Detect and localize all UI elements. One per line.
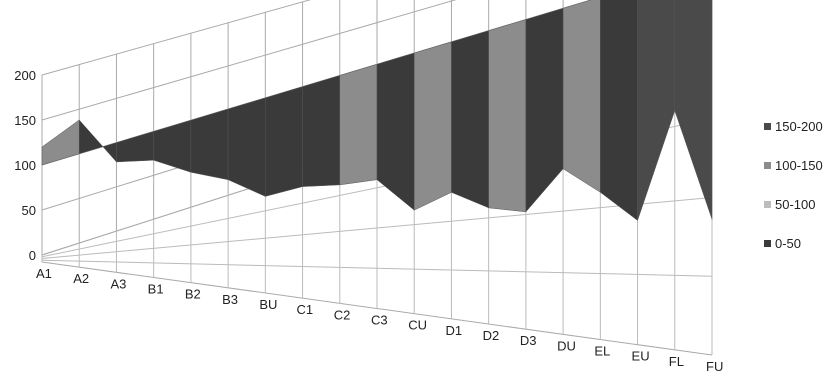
- surface-segment-FL: [674, 0, 713, 220]
- x-tick-label-D2: D2: [483, 328, 500, 343]
- surface-segment-DU: [562, 0, 601, 193]
- legend-label: 150-200: [775, 119, 823, 134]
- legend-label: 100-150: [775, 158, 823, 173]
- surface-segment-A1: [41, 119, 80, 166]
- legend-swatch: [764, 201, 771, 208]
- x-tick-label-C1: C1: [297, 302, 314, 317]
- surface-segment-EL: [600, 0, 638, 221]
- x-tick-label-D1: D1: [445, 323, 462, 338]
- y-tick-label: 150: [14, 113, 36, 128]
- x-tick-label-C2: C2: [334, 307, 351, 322]
- surface-segment-D2: [488, 19, 527, 213]
- surface-plot: [41, 0, 713, 221]
- x-tick-label-D3: D3: [520, 333, 537, 348]
- x-tick-label-CU: CU: [408, 318, 427, 333]
- surface-segment-A3: [116, 131, 154, 163]
- y-axis-ticks: 0 50 100 150 200: [14, 68, 36, 263]
- surface-segment-D3: [525, 7, 564, 213]
- floor-gridline: [41, 197, 713, 259]
- x-tick-label-BU: BU: [259, 297, 277, 312]
- surface-segment-A2: [78, 119, 117, 163]
- surface-segment-C1: [302, 75, 341, 187]
- x-tick-label-EU: EU: [632, 349, 650, 364]
- x-axis-ticks: A1 A2 A3 B1 B2 B3 BU C1 C2 C3 CU D1 D2 D3 DU EL EU FL FU: [36, 266, 723, 374]
- floor-gridline: [41, 259, 713, 277]
- surface-segment-C2: [339, 63, 378, 186]
- x-tick-label-C3: C3: [371, 313, 388, 328]
- y-tick-label: 100: [14, 158, 36, 173]
- x-tick-label-FL: FL: [669, 354, 684, 369]
- surface-segment-B2: [190, 108, 229, 181]
- legend-swatch: [764, 123, 771, 130]
- x-tick-label-A1: A1: [36, 266, 52, 281]
- x-tick-label-A2: A2: [73, 271, 89, 286]
- surface-segment-CU: [413, 41, 452, 211]
- surface-segment-BU: [265, 86, 303, 197]
- surface-segment-B3: [227, 97, 266, 197]
- x-tick-label-A3: A3: [110, 276, 126, 291]
- x-tick-label-B2: B2: [185, 287, 201, 302]
- x-tick-label-EL: EL: [594, 344, 610, 359]
- x-tick-label-B1: B1: [148, 282, 164, 297]
- y-tick-label: 0: [29, 248, 36, 263]
- legend-label: 0-50: [775, 236, 801, 251]
- y-tick-label: 200: [14, 68, 36, 83]
- legend-swatch: [764, 240, 771, 247]
- legend-swatch: [764, 162, 771, 169]
- legend: 150-200 100-150 50-100 0-50: [764, 119, 823, 251]
- legend-label: 50-100: [775, 197, 815, 212]
- surface-segment-D1: [451, 30, 489, 209]
- surface-segment-B1: [153, 119, 192, 173]
- x-tick-label-B3: B3: [222, 292, 238, 307]
- x-tick-label-DU: DU: [557, 338, 576, 353]
- y-tick-label: 50: [22, 203, 36, 218]
- surface-segment-EU: [637, 0, 676, 221]
- x-tick-label-FU: FU: [706, 359, 723, 374]
